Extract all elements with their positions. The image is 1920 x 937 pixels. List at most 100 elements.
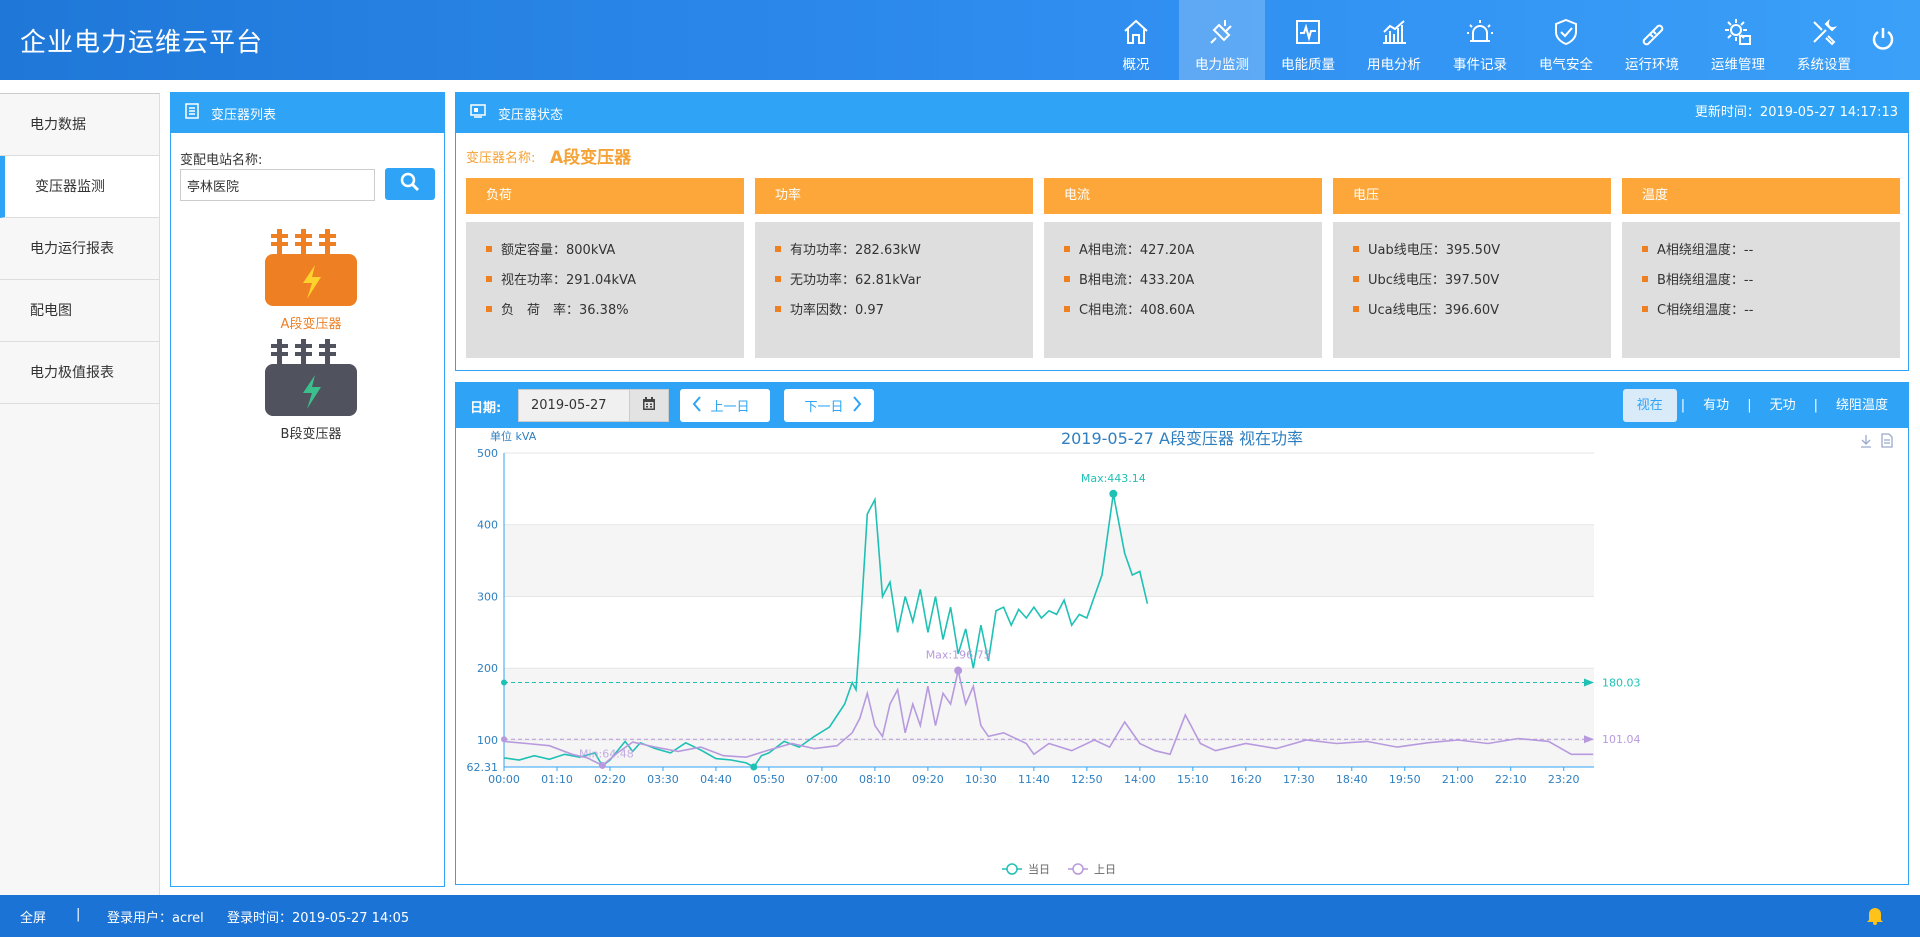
search-button[interactable] [385,168,435,200]
panel-title: 变压器列表 [211,107,277,123]
nav-item-power-monitoring[interactable]: 电力监测 [1179,0,1265,80]
home-icon [1120,16,1152,48]
tab-winding-temperature[interactable]: 绕阻温度 [1835,398,1888,413]
nav-item-event-log[interactable]: 事件记录 [1437,0,1523,80]
nav-item-usage-analysis[interactable]: 用电分析 [1351,0,1437,80]
nav-label: 概况 [1122,57,1150,73]
average-arrow [1584,735,1594,744]
card-row: A相电流：427.20A [1064,236,1322,266]
prev-day-button[interactable]: 上一日 [680,389,770,422]
x-tick-label: 10:30 [965,773,997,786]
next-day-label: 下一日 [804,400,844,415]
sidebar-item-operation-report[interactable]: 电力运行报表 [0,218,159,280]
footer-separator: | [76,907,81,922]
legend-label: 上日 [1094,863,1116,876]
tab-reactive-power[interactable]: 无功 [1769,398,1796,413]
nav-label: 电力监测 [1195,57,1249,73]
nav-item-power-quality[interactable]: 电能质量 [1265,0,1351,80]
data-view-icon[interactable] [1881,433,1893,448]
nav-label: 系统设置 [1797,57,1851,73]
nav-item-maintenance[interactable]: 运维管理 [1695,0,1781,80]
x-tick-label: 15:10 [1177,773,1209,786]
x-tick-label: 17:30 [1283,773,1315,786]
x-tick-label: 22:10 [1495,773,1527,786]
card-row: 额定容量：800kVA [486,236,744,266]
calendar-icon [642,396,656,415]
nav-item-electrical-safety[interactable]: 电气安全 [1523,0,1609,80]
transformer-name-value: A段变压器 [550,148,632,168]
card-row: C相绕组温度：-- [1642,296,1900,326]
metric-tabs: 视在 | 有功 | 无功 | 绕阻温度 [1622,389,1902,422]
update-value: 2019-05-27 14:17:13 [1759,105,1898,120]
min-marker [750,763,758,771]
chart-title: 2019-05-27 A段变压器 视在功率 [1061,429,1303,448]
power-icon[interactable] [1868,24,1898,54]
login-time: 登录时间：2019-05-27 14:05 [227,911,410,926]
tab-apparent-power[interactable]: 视在 [1622,389,1677,422]
x-tick-label: 07:00 [806,773,838,786]
max-label: Max:443.14 [1081,472,1146,485]
update-label: 更新时间： [1694,105,1760,120]
sidebar-item-distribution-diagram[interactable]: 配电图 [0,280,159,342]
tab-separator: | [1747,398,1752,413]
tab-active-power[interactable]: 有功 [1703,398,1730,413]
monitor-icon [470,103,498,123]
x-tick-label: 00:00 [488,773,520,786]
nav-label: 事件记录 [1453,57,1507,73]
transformer-icon [265,229,357,309]
sidebar-item-transformer-monitoring[interactable]: 变压器监测 [0,156,159,218]
x-tick-label: 19:50 [1389,773,1421,786]
fullscreen-button[interactable]: 全屏 [20,911,47,926]
max-label: Max:196.75 [926,649,991,662]
sidebar-item-power-data[interactable]: 电力数据 [0,94,159,156]
card-row: C相电流：408.60A [1064,296,1322,326]
card-row: A相绕组温度：-- [1642,236,1900,266]
calendar-button[interactable] [629,389,669,422]
card-title: 电流 [1044,178,1322,214]
update-time: 更新时间：2019-05-27 14:17:13 [1695,93,1898,133]
chevron-left-icon [692,395,702,417]
sidebar-item-extreme-report[interactable]: 电力极值报表 [0,342,159,404]
transformer-label: B段变压器 [280,427,342,442]
panel-header: 变压器状态 更新时间：2019-05-27 14:17:13 [456,93,1908,133]
card-body: Uab线电压：395.50V Ubc线电压：397.50V Uca线电压：396… [1333,222,1611,358]
grid-band [504,668,1594,740]
series-line-today [503,493,1149,769]
date-input[interactable] [518,389,630,422]
x-tick-label: 08:10 [859,773,891,786]
min-marker [598,761,606,769]
sidebar: 电力数据 变压器监测 电力运行报表 配电图 电力极值报表 [0,93,160,895]
x-tick-label: 04:40 [700,773,732,786]
y-axis-label: 单位 kVA [490,429,537,443]
transformer-item-a[interactable]: A段变压器 [265,229,357,332]
x-tick-label: 02:20 [594,773,626,786]
chevron-right-icon [852,395,862,417]
card-title: 电压 [1333,178,1611,214]
power-card: 功率 有功功率：282.63kW 无功功率：62.81kVar 功率因数：0.9… [755,178,1033,358]
card-body: 有功功率：282.63kW 无功功率：62.81kVar 功率因数：0.97 [755,222,1033,358]
next-day-button[interactable]: 下一日 [784,389,874,422]
nav-item-overview[interactable]: 概况 [1093,0,1179,80]
x-tick-label: 18:40 [1336,773,1368,786]
legend-marker [1072,863,1084,875]
transformer-name-label: 变压器名称: [466,151,536,166]
login-user: 登录用户：acrel [107,911,204,926]
transformer-item-b[interactable]: B段变压器 [265,339,357,442]
bell-icon[interactable] [1866,905,1884,929]
temperature-card: 温度 A相绕组温度：-- B相绕组温度：-- C相绕组温度：-- [1622,178,1900,358]
download-icon[interactable] [1861,435,1871,448]
card-row: 有功功率：282.63kW [775,236,1033,266]
panel-header: 变压器列表 [171,93,444,133]
y-min-label: 62.31 [467,761,499,774]
station-input[interactable] [180,169,375,201]
x-tick-label: 21:00 [1442,773,1474,786]
pulse-icon [1292,16,1324,48]
tools-icon [1808,16,1840,48]
nav-item-system-settings[interactable]: 系统设置 [1781,0,1867,80]
tab-separator: | [1680,398,1686,413]
plug-icon [1206,16,1238,48]
nav-item-environment[interactable]: 运行环境 [1609,0,1695,80]
y-tick-label: 200 [477,662,498,675]
list-icon [185,103,211,123]
card-body: 额定容量：800kVA 视在功率：291.04kVA 负 荷 率：36.38% [466,222,744,358]
